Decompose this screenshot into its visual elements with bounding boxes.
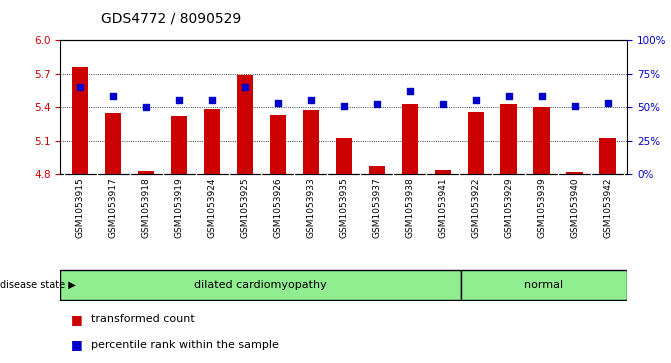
Bar [270, 115, 287, 174]
Text: disease state ▶: disease state ▶ [0, 280, 76, 290]
Point [174, 98, 185, 103]
Bar [237, 75, 253, 174]
Bar [368, 166, 385, 174]
Text: GSM1053940: GSM1053940 [570, 177, 579, 238]
Text: GSM1053915: GSM1053915 [76, 177, 85, 238]
Text: GDS4772 / 8090529: GDS4772 / 8090529 [101, 11, 241, 25]
Bar [105, 113, 121, 174]
Point [603, 100, 613, 106]
Point [305, 98, 316, 103]
Bar [303, 110, 319, 174]
Text: GSM1053926: GSM1053926 [274, 177, 282, 238]
Text: GSM1053941: GSM1053941 [438, 177, 448, 238]
Text: ■: ■ [70, 313, 83, 326]
Point [207, 98, 217, 103]
Point [74, 84, 85, 90]
Point [470, 98, 481, 103]
Bar [401, 104, 418, 174]
FancyBboxPatch shape [60, 270, 460, 300]
Text: GSM1053929: GSM1053929 [504, 177, 513, 238]
Point [240, 84, 250, 90]
Text: normal: normal [525, 280, 564, 290]
Text: GSM1053918: GSM1053918 [142, 177, 150, 238]
Bar [72, 67, 89, 174]
Bar [171, 116, 187, 174]
Text: GSM1053922: GSM1053922 [471, 177, 480, 237]
Bar [204, 109, 220, 174]
Point [536, 93, 547, 99]
Point [141, 104, 152, 110]
Text: GSM1053937: GSM1053937 [372, 177, 381, 238]
Text: GSM1053935: GSM1053935 [340, 177, 348, 238]
Bar [336, 138, 352, 174]
Point [338, 103, 349, 109]
Bar [599, 138, 616, 174]
Text: GSM1053924: GSM1053924 [207, 177, 217, 237]
Point [108, 93, 119, 99]
Text: GSM1053925: GSM1053925 [240, 177, 250, 238]
Text: ■: ■ [70, 338, 83, 351]
Text: GSM1053942: GSM1053942 [603, 177, 612, 237]
Text: GSM1053933: GSM1053933 [307, 177, 315, 238]
Text: GSM1053938: GSM1053938 [405, 177, 414, 238]
Point [272, 100, 283, 106]
Bar [566, 172, 583, 174]
Text: transformed count: transformed count [91, 314, 195, 325]
FancyBboxPatch shape [460, 270, 627, 300]
Bar [468, 111, 484, 174]
Bar [501, 104, 517, 174]
Text: GSM1053919: GSM1053919 [174, 177, 184, 238]
Text: percentile rank within the sample: percentile rank within the sample [91, 340, 278, 350]
Point [503, 93, 514, 99]
Point [372, 102, 382, 107]
Text: GSM1053939: GSM1053939 [537, 177, 546, 238]
Point [569, 103, 580, 109]
Bar [138, 171, 154, 174]
Text: GSM1053917: GSM1053917 [109, 177, 117, 238]
Point [405, 88, 415, 94]
Bar [435, 170, 451, 174]
Bar [533, 107, 550, 174]
Point [437, 102, 448, 107]
Text: dilated cardiomyopathy: dilated cardiomyopathy [194, 280, 327, 290]
